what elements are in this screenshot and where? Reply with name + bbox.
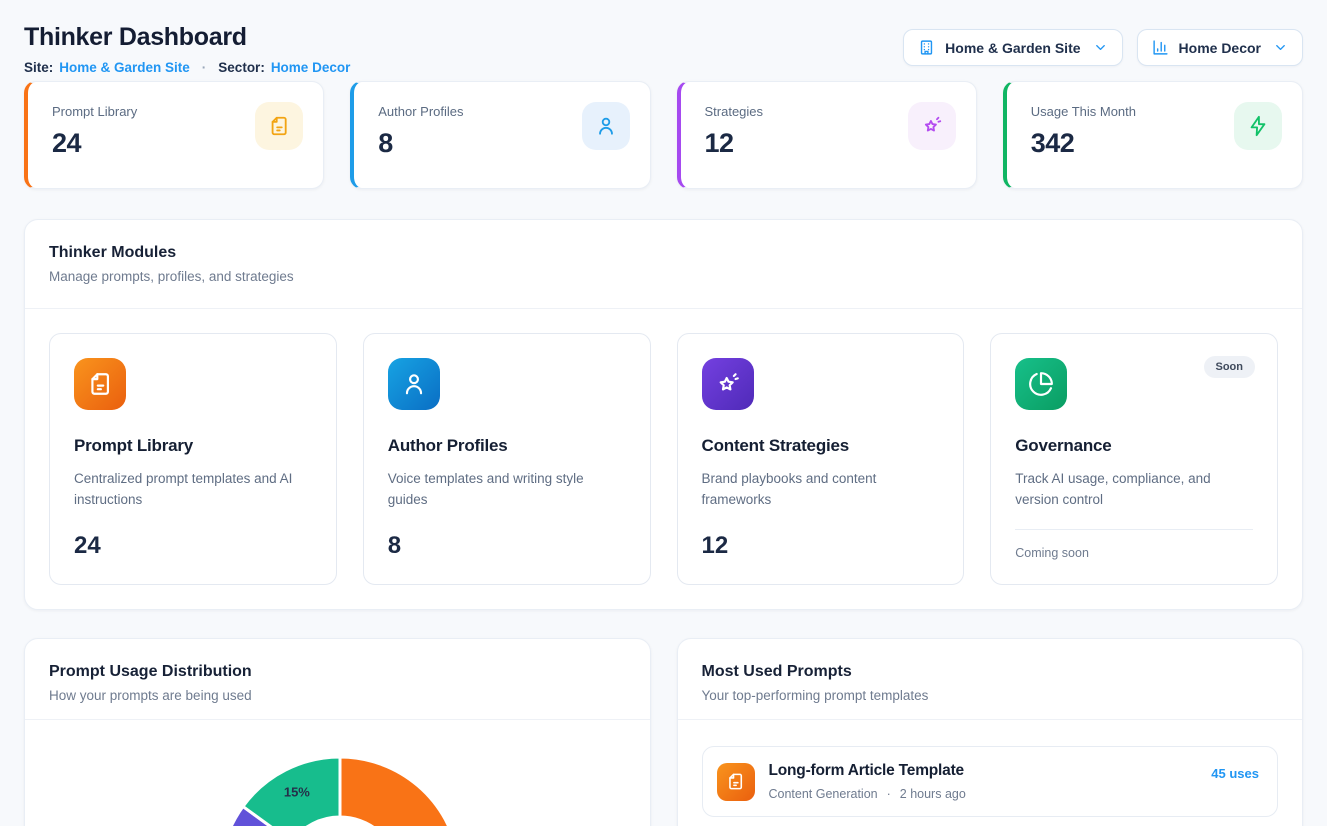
prompt-item-main: Long-form Article Template Content Gener…: [769, 762, 1198, 801]
site-link[interactable]: Home & Garden Site: [59, 60, 190, 75]
user-icon: [388, 358, 440, 410]
modules-header: Thinker Modules Manage prompts, profiles…: [25, 220, 1302, 309]
separator-dot: ·: [887, 787, 891, 801]
chevron-down-icon: [1093, 40, 1108, 55]
module-count: 8: [388, 532, 626, 560]
module-title: Governance: [1015, 436, 1253, 456]
module-count: 12: [702, 532, 940, 560]
stat-card-author-profiles: Author Profiles 8: [350, 81, 650, 189]
stat-cards-row: Prompt Library 24 Author Profiles 8 Stra…: [24, 81, 1303, 189]
sector-dropdown[interactable]: Home Decor: [1137, 29, 1303, 66]
module-description: Brand playbooks and content frameworks: [702, 469, 940, 511]
header-dropdowns: Home & Garden Site Home Decor: [903, 29, 1303, 66]
coming-soon-label: Coming soon: [1015, 546, 1253, 560]
modules-title: Thinker Modules: [49, 244, 1278, 262]
prompt-item-meta: Content Generation · 2 hours ago: [769, 787, 1198, 801]
module-card-content-strategies[interactable]: Content Strategies Brand playbooks and c…: [677, 333, 965, 585]
file-icon: [717, 763, 755, 801]
sector-link[interactable]: Home Decor: [271, 60, 351, 75]
soon-badge: Soon: [1204, 356, 1256, 378]
dashboard-page: Thinker Dashboard Site: Home & Garden Si…: [0, 0, 1327, 826]
prompt-list: Long-form Article Template Content Gener…: [678, 720, 1303, 826]
user-icon: [582, 102, 630, 150]
building-icon: [918, 39, 935, 56]
prompt-list-item[interactable]: Long-form Article Template Content Gener…: [702, 746, 1279, 817]
sector-label: Sector:: [218, 60, 265, 75]
modules-subtitle: Manage prompts, profiles, and strategies: [49, 269, 1278, 284]
bottom-row: Prompt Usage Distribution How your promp…: [24, 638, 1303, 826]
most-used-prompts-subtitle: Your top-performing prompt templates: [702, 688, 1279, 703]
stat-card-strategies: Strategies 12: [677, 81, 977, 189]
usage-distribution-title: Prompt Usage Distribution: [49, 663, 626, 681]
file-icon: [255, 102, 303, 150]
most-used-prompts-card: Most Used Prompts Your top-performing pr…: [677, 638, 1304, 826]
sparkle-star-icon: [908, 102, 956, 150]
site-dropdown[interactable]: Home & Garden Site: [903, 29, 1122, 66]
most-used-prompts-header: Most Used Prompts Your top-performing pr…: [678, 639, 1303, 720]
site-dropdown-label: Home & Garden Site: [945, 40, 1080, 56]
usage-distribution-header: Prompt Usage Distribution How your promp…: [25, 639, 650, 720]
usage-distribution-subtitle: How your prompts are being used: [49, 688, 626, 703]
title-block: Thinker Dashboard Site: Home & Garden Si…: [24, 22, 350, 75]
module-card-prompt-library[interactable]: Prompt Library Centralized prompt templa…: [49, 333, 337, 585]
stat-card-prompt-library: Prompt Library 24: [24, 81, 324, 189]
prompt-item-category: Content Generation: [769, 787, 878, 801]
chevron-down-icon: [1273, 40, 1288, 55]
most-used-prompts-title: Most Used Prompts: [702, 663, 1279, 681]
separator-dot: ·: [202, 60, 207, 75]
usage-distribution-card: Prompt Usage Distribution How your promp…: [24, 638, 651, 826]
breadcrumb: Site: Home & Garden Site · Sector: Home …: [24, 60, 350, 75]
module-title: Author Profiles: [388, 436, 626, 456]
prompt-item-title: Long-form Article Template: [769, 762, 1198, 780]
stat-card-usage: Usage This Month 342: [1003, 81, 1303, 189]
sparkle-star-icon: [702, 358, 754, 410]
divider: [1015, 529, 1253, 530]
pie-chart-icon: [1015, 358, 1067, 410]
module-title: Prompt Library: [74, 436, 312, 456]
donut-chart-area: 15%: [25, 720, 650, 826]
prompt-item-time: 2 hours ago: [900, 787, 966, 801]
page-title: Thinker Dashboard: [24, 22, 350, 52]
file-icon: [74, 358, 126, 410]
site-label: Site:: [24, 60, 53, 75]
bar-chart-icon: [1152, 39, 1169, 56]
module-card-author-profiles[interactable]: Author Profiles Voice templates and writ…: [363, 333, 651, 585]
module-description: Centralized prompt templates and AI inst…: [74, 469, 312, 511]
topbar: Thinker Dashboard Site: Home & Garden Si…: [24, 22, 1303, 75]
module-title: Content Strategies: [702, 436, 940, 456]
module-count: 24: [74, 532, 312, 560]
module-description: Voice templates and writing style guides: [388, 469, 626, 511]
sector-dropdown-label: Home Decor: [1179, 40, 1261, 56]
module-footer: Coming soon: [1015, 529, 1253, 560]
zap-icon: [1234, 102, 1282, 150]
module-card-governance[interactable]: Soon Governance Track AI usage, complian…: [990, 333, 1278, 585]
donut-slice-0[interactable]: [340, 757, 460, 826]
thinker-modules-panel: Thinker Modules Manage prompts, profiles…: [24, 219, 1303, 610]
prompt-item-uses: 45 uses: [1211, 766, 1259, 781]
modules-grid: Prompt Library Centralized prompt templa…: [25, 309, 1302, 609]
donut-slice-label: 15%: [284, 784, 310, 799]
module-description: Track AI usage, compliance, and version …: [1015, 469, 1253, 511]
usage-donut-chart: 15%: [25, 720, 651, 826]
